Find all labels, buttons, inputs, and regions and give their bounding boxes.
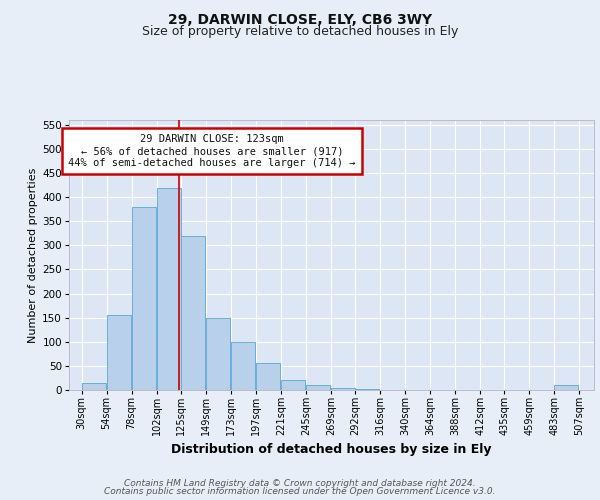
Text: Size of property relative to detached houses in Ely: Size of property relative to detached ho…	[142, 25, 458, 38]
Text: Contains HM Land Registry data © Crown copyright and database right 2024.: Contains HM Land Registry data © Crown c…	[124, 478, 476, 488]
Bar	[206, 318, 230, 390]
Bar	[231, 342, 255, 390]
Bar	[181, 236, 205, 390]
Bar	[554, 385, 578, 390]
Text: Contains public sector information licensed under the Open Government Licence v3: Contains public sector information licen…	[104, 487, 496, 496]
Bar	[256, 364, 280, 390]
Text: 29 DARWIN CLOSE: 123sqm
← 56% of detached houses are smaller (917)
44% of semi-d: 29 DARWIN CLOSE: 123sqm ← 56% of detache…	[68, 134, 356, 168]
Bar	[107, 316, 131, 390]
X-axis label: Distribution of detached houses by size in Ely: Distribution of detached houses by size …	[171, 444, 492, 456]
Text: 29, DARWIN CLOSE, ELY, CB6 3WY: 29, DARWIN CLOSE, ELY, CB6 3WY	[168, 12, 432, 26]
Bar	[281, 380, 305, 390]
Bar	[82, 383, 106, 390]
Y-axis label: Number of detached properties: Number of detached properties	[28, 168, 38, 342]
Bar	[331, 388, 355, 390]
Bar	[131, 207, 155, 390]
Bar	[355, 389, 379, 390]
Bar	[157, 188, 181, 390]
Bar	[306, 385, 330, 390]
